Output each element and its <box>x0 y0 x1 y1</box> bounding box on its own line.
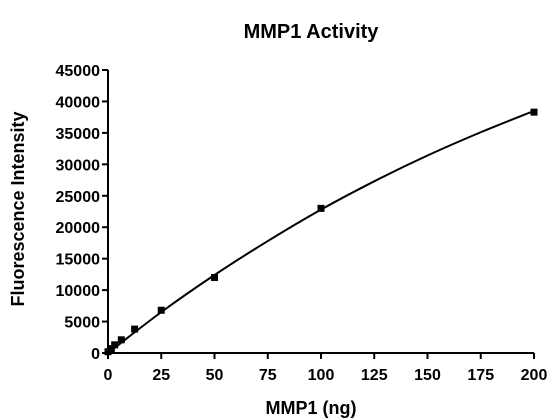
x-tick-label: 25 <box>152 367 170 384</box>
data-point <box>131 325 139 333</box>
y-tick-label: 10000 <box>56 283 101 300</box>
y-tick-label: 30000 <box>56 157 101 174</box>
data-point <box>117 336 125 344</box>
x-axis-title: MMP1 (ng) <box>266 398 357 418</box>
data-point <box>111 341 119 349</box>
x-tick-label: 100 <box>308 367 335 384</box>
y-tick-label: 45000 <box>56 63 101 80</box>
y-tick-label: 5000 <box>64 315 100 332</box>
y-tick-label: 20000 <box>56 220 101 237</box>
plot-area: 0 5000 10000 15000 20000 25000 30000 35000 40000… <box>56 63 548 384</box>
data-point <box>107 345 115 353</box>
fit-curve <box>107 109 535 354</box>
x-tick-label: 200 <box>521 367 548 384</box>
y-tick-label: 25000 <box>56 189 101 206</box>
chart-title: MMP1 Activity <box>244 21 380 43</box>
y-axis-title: Fluorescence Intensity <box>8 111 28 306</box>
x-tick-label: 175 <box>467 367 494 384</box>
x-tick-label: 0 <box>104 367 113 384</box>
y-tick-label: 15000 <box>56 252 101 269</box>
y-tick-label: 35000 <box>56 126 101 143</box>
y-tick-label: 0 <box>91 346 100 363</box>
x-tick-label: 150 <box>414 367 441 384</box>
y-tick-label: 40000 <box>56 94 101 111</box>
x-tick-label: 50 <box>206 367 224 384</box>
x-tick-label: 75 <box>259 367 277 384</box>
data-point <box>530 108 538 116</box>
data-point <box>317 204 325 212</box>
data-point <box>211 274 218 282</box>
data-point <box>157 306 165 314</box>
x-tick-label: 125 <box>361 367 388 384</box>
